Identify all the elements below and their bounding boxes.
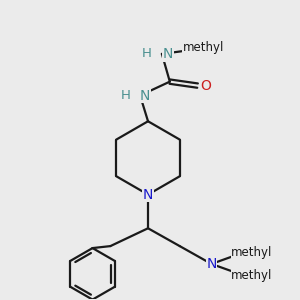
Text: N: N (206, 257, 217, 271)
Text: methyl: methyl (231, 245, 273, 259)
Text: N: N (140, 88, 151, 103)
Text: N: N (143, 188, 153, 202)
Text: N: N (163, 47, 173, 61)
Text: O: O (200, 79, 211, 93)
Text: methyl: methyl (231, 269, 273, 282)
Text: H: H (120, 89, 130, 102)
Text: methyl: methyl (183, 41, 224, 55)
Text: H: H (142, 47, 152, 60)
